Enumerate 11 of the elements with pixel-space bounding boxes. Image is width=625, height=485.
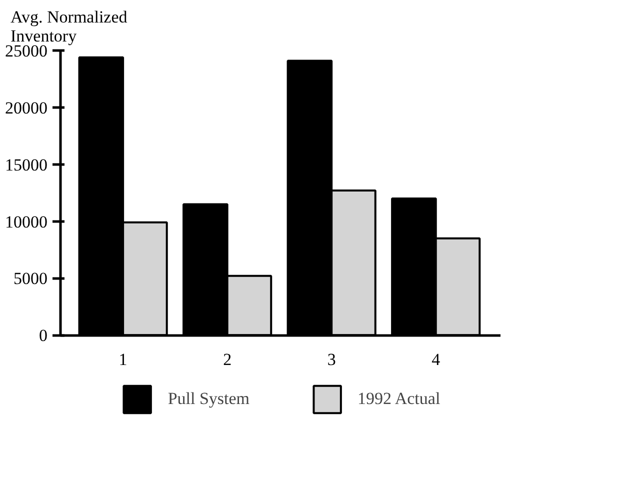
x-tick-label: 3 [327,350,336,370]
y-tick-label: 5000 [14,269,48,288]
legend-label: Pull System [168,389,250,409]
x-tick-label: 4 [432,350,441,370]
y-tick-label: 20000 [5,98,48,118]
legend-label: 1992 Actual [358,389,440,409]
x-tick-label: 1 [118,350,128,370]
y-tick-label: 15000 [5,155,48,174]
x-tick-label: 2 [223,350,232,370]
y-tick-label: 10000 [5,212,48,232]
y-tick-label: 0 [39,326,48,346]
